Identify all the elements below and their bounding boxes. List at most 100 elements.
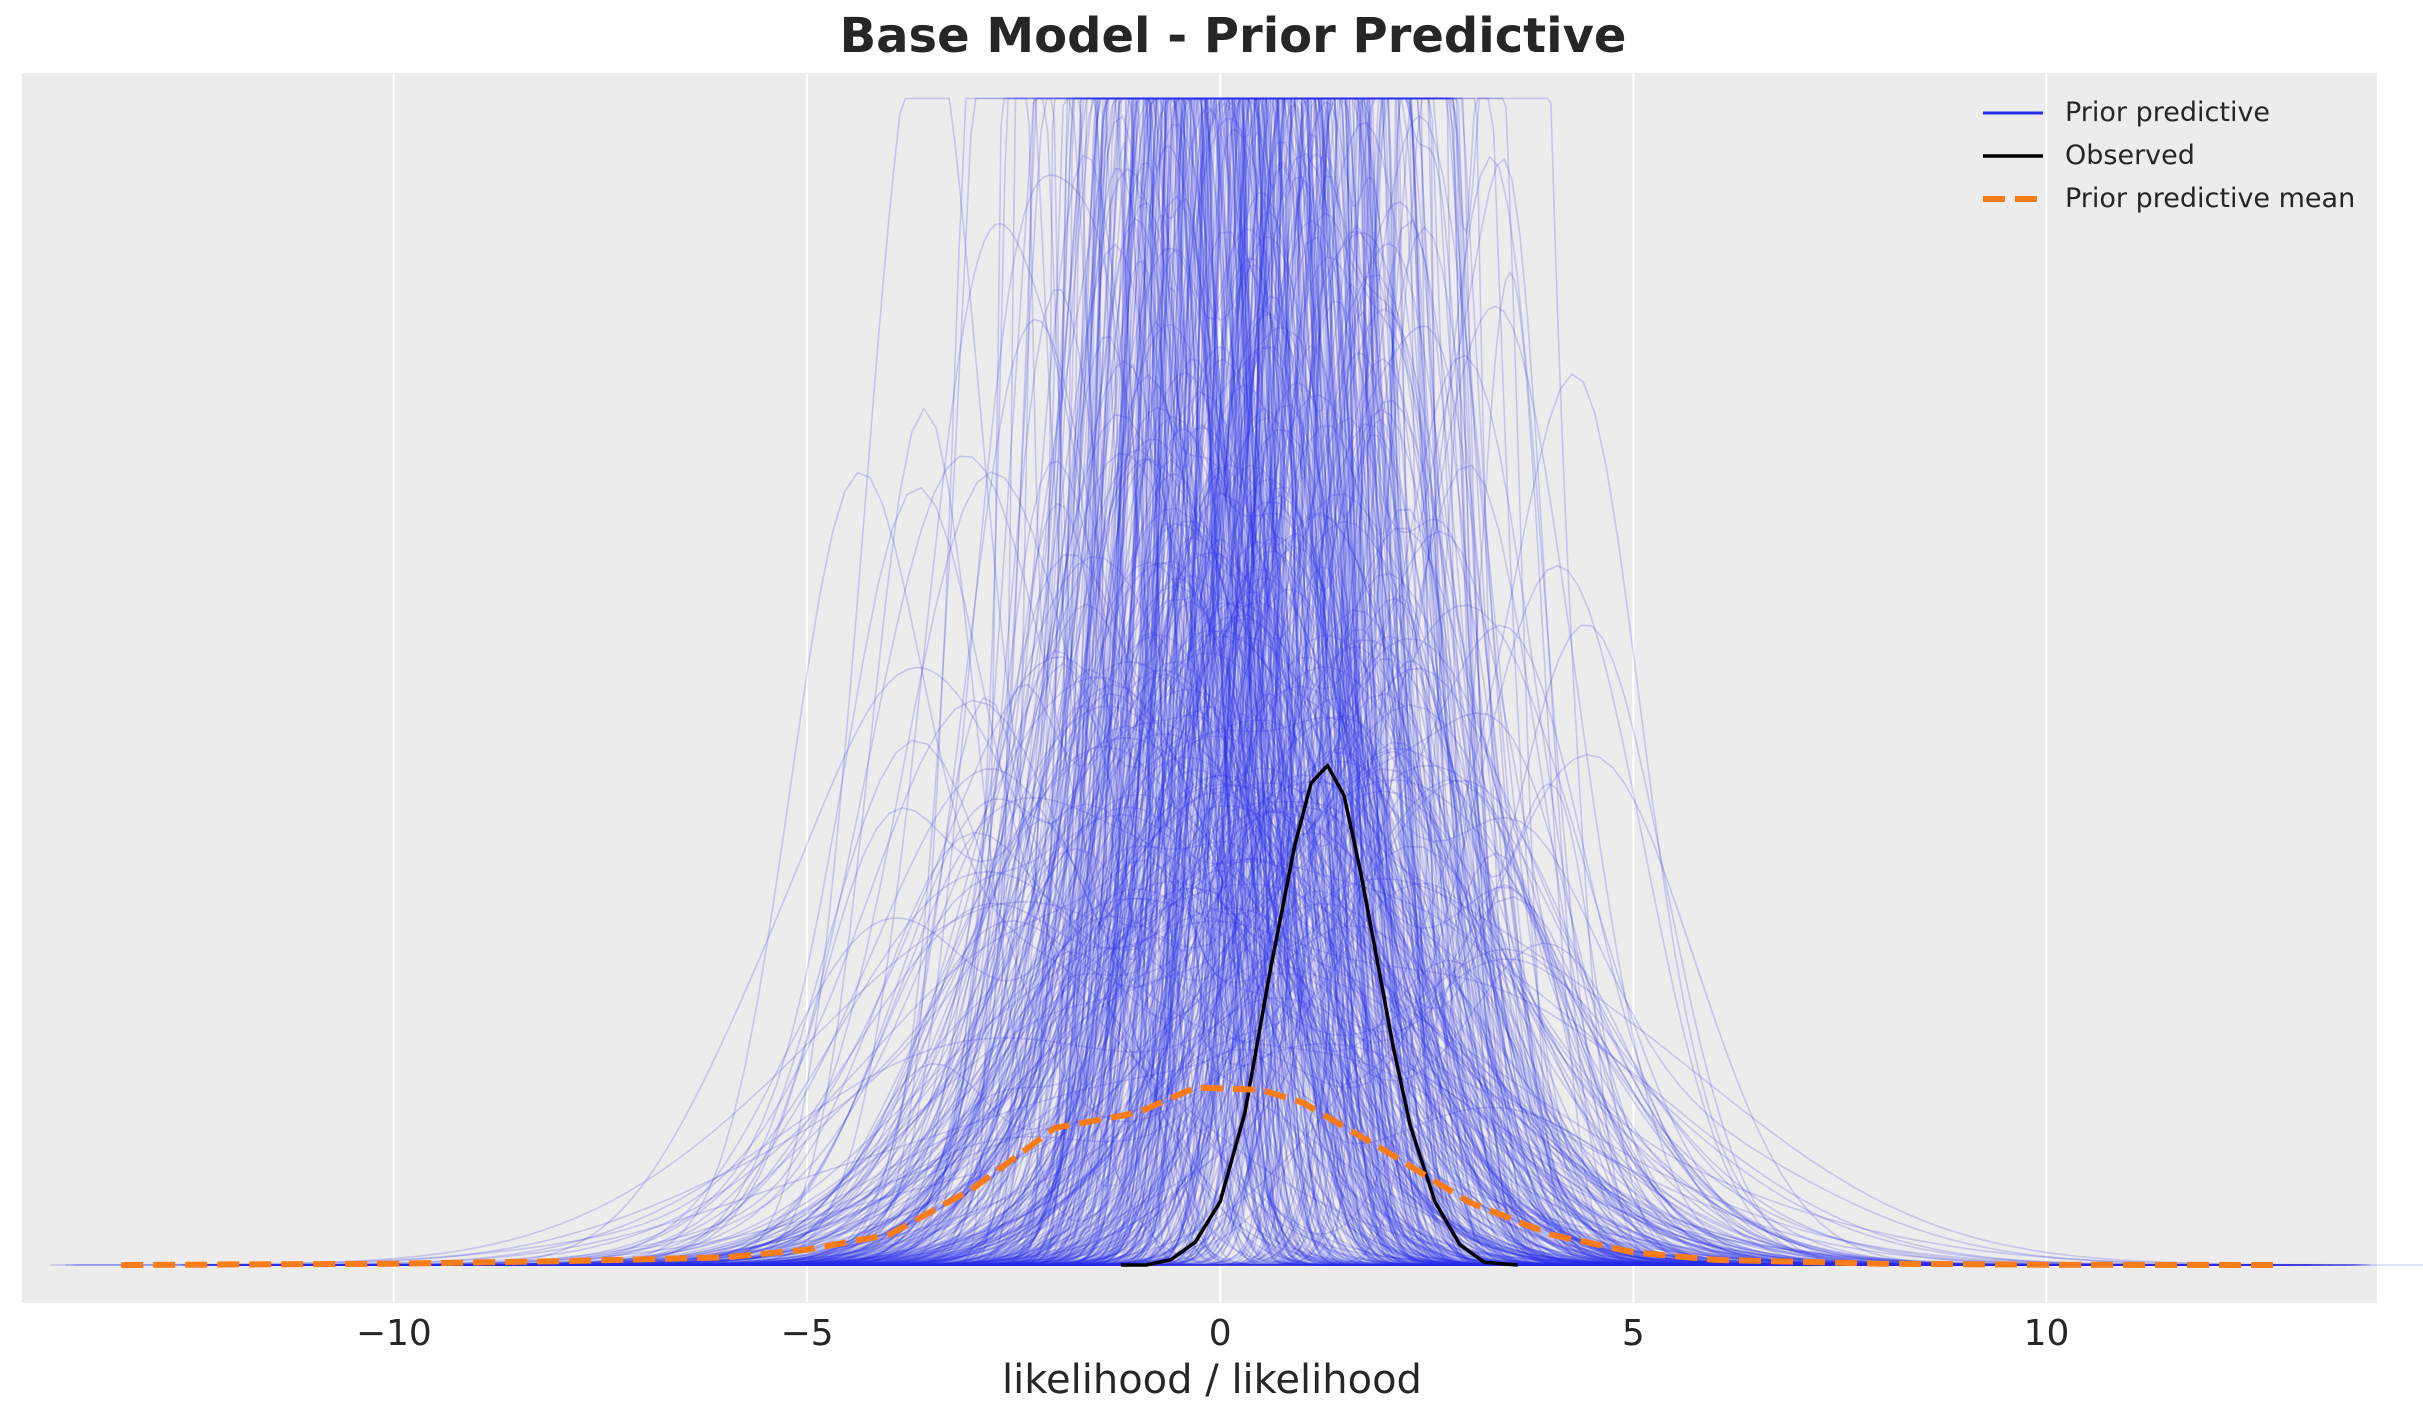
- prior-predictive-curve: [763, 97, 1543, 1266]
- prior-predictive-curve: [751, 226, 1858, 1266]
- prior-predictive-curve: [995, 97, 1495, 1266]
- prior-predictive-curve: [988, 97, 1659, 1266]
- prior-predictive-curve: [969, 157, 1887, 1266]
- prior-predictive-curve: [320, 705, 1958, 1266]
- prior-predictive-curve: [993, 97, 1574, 1266]
- prior-predictive-curve: [466, 633, 1919, 1266]
- prior-predictive-curve: [906, 97, 1522, 1266]
- prior-predictive-curve: [1171, 97, 1485, 1266]
- prior-predictive-curve: [266, 501, 2292, 1266]
- prior-predictive-curve: [919, 325, 1901, 1266]
- prior-predictive-curve: [808, 97, 1662, 1266]
- prior-predictive-curve: [818, 161, 1512, 1266]
- prior-predictive-curve: [386, 540, 2154, 1266]
- prior-predictive-curve: [1001, 97, 1299, 1266]
- prior-predictive-curve: [609, 393, 1809, 1266]
- prior-predictive-curve: [656, 289, 1691, 1266]
- prior-predictive-curve: [1078, 97, 1438, 1266]
- prior-predictive-curve: [984, 97, 1694, 1266]
- prior-predictive-curve: [1064, 97, 1356, 1266]
- prior-predictive-curve: [631, 97, 1743, 1266]
- prior-predictive-curve: [864, 228, 1653, 1266]
- prior-predictive-curve: [1149, 97, 1517, 1266]
- prior-predictive-curve: [891, 102, 1724, 1266]
- prior-predictive-curve: [919, 97, 1478, 1266]
- prior-predictive-curve: [674, 97, 1508, 1266]
- prior-predictive-curve: [882, 97, 1485, 1266]
- prior-predictive-curve: [209, 660, 2152, 1266]
- prior-predictive-curve: [620, 568, 1873, 1266]
- prior-predictive-curve: [377, 718, 2077, 1266]
- prior-predictive-curve: [747, 373, 2122, 1266]
- prior-predictive-curve: [802, 178, 1676, 1266]
- prior-predictive-curve: [1123, 97, 1494, 1266]
- prior-predictive-curve: [1003, 97, 1448, 1266]
- prior-predictive-curve: [1054, 97, 1472, 1266]
- prior-predictive-curve: [905, 97, 1675, 1266]
- prior-predictive-curve: [854, 97, 1712, 1266]
- prior-predictive-curve: [804, 97, 1711, 1266]
- prior-predictive-curve: [949, 97, 1474, 1266]
- prior-predictive-curve: [871, 121, 1815, 1266]
- prior-predictive-curve: [509, 231, 1930, 1266]
- prior-predictive-curve: [991, 97, 1326, 1266]
- prior-predictive-curve: [960, 97, 1554, 1266]
- prior-predictive-curve: [1226, 97, 1620, 1266]
- prior-predictive-curve: [959, 97, 1254, 1266]
- prior-predictive-curve: [714, 217, 1704, 1266]
- prior-predictive-curve: [672, 318, 1477, 1266]
- prior-predictive-curve: [1034, 97, 1364, 1266]
- prior-predictive-curve: [771, 466, 1837, 1266]
- prior-predictive-curve: [1044, 97, 1479, 1266]
- prior-predictive-curve: [979, 294, 1895, 1266]
- prior-predictive-curve: [814, 97, 1552, 1266]
- prior-predictive-curve: [743, 97, 1529, 1266]
- prior-predictive-curve: [899, 210, 1692, 1266]
- prior-predictive-curve: [976, 97, 1591, 1266]
- prior-predictive-curve: [506, 527, 2100, 1266]
- prior-predictive-curve: [1118, 97, 1615, 1266]
- prior-predictive-curve: [1207, 97, 1536, 1266]
- prior-predictive-curve: [976, 97, 1510, 1266]
- prior-predictive-curve: [607, 688, 1968, 1266]
- prior-predictive-curve: [681, 97, 1683, 1266]
- prior-predictive-curve: [882, 97, 1343, 1266]
- prior-predictive-curve: [451, 858, 1927, 1266]
- prior-predictive-curve: [620, 373, 1888, 1266]
- prior-predictive-curve: [188, 745, 2122, 1266]
- prior-predictive-curve: [914, 97, 1204, 1266]
- prior-predictive-curve: [1074, 97, 1397, 1266]
- prior-predictive-curve: [1237, 97, 1528, 1266]
- prior-predictive-curve: [1036, 97, 1460, 1266]
- prior-predictive-curve: [1047, 97, 1399, 1266]
- prior-predictive-curve: [845, 130, 1607, 1266]
- prior-predictive-curve: [361, 553, 1924, 1266]
- prior-predictive-curve: [689, 230, 1791, 1266]
- prior-predictive-curve: [731, 346, 1810, 1266]
- prior-predictive-curve: [560, 494, 1954, 1266]
- prior-predictive-curve: [1178, 97, 1514, 1266]
- prior-predictive-curve: [1128, 97, 1542, 1266]
- prior-predictive-curve: [892, 300, 1872, 1266]
- prior-predictive-curve: [1018, 97, 1345, 1266]
- prior-predictive-curve: [653, 324, 1583, 1266]
- prior-predictive-curve: [957, 97, 1590, 1266]
- prior-predictive-curve: [1023, 97, 1412, 1266]
- prior-predictive-curve: [971, 97, 1431, 1266]
- prior-predictive-curve: [1070, 97, 1479, 1266]
- prior-predictive-curve: [1161, 97, 1452, 1266]
- prior-predictive-curve: [935, 97, 1456, 1266]
- prior-predictive-curve: [207, 805, 2134, 1266]
- prior-predictive-curve: [640, 652, 1841, 1266]
- prior-predictive-curve: [1070, 97, 1421, 1266]
- prior-predictive-curve: [990, 97, 1518, 1266]
- prior-predictive-curve: [436, 522, 1992, 1266]
- prior-predictive-curve: [1179, 97, 1633, 1266]
- prior-predictive-curve: [1017, 97, 1371, 1266]
- prior-predictive-curve: [294, 471, 1966, 1266]
- prior-predictive-curve: [1144, 97, 1495, 1266]
- prior-predictive-curve: [1251, 97, 1654, 1266]
- prior-predictive-curve: [682, 97, 1300, 1266]
- prior-predictive-mean-curve: [121, 1084, 2278, 1268]
- prior-predictive-curve: [770, 407, 1930, 1266]
